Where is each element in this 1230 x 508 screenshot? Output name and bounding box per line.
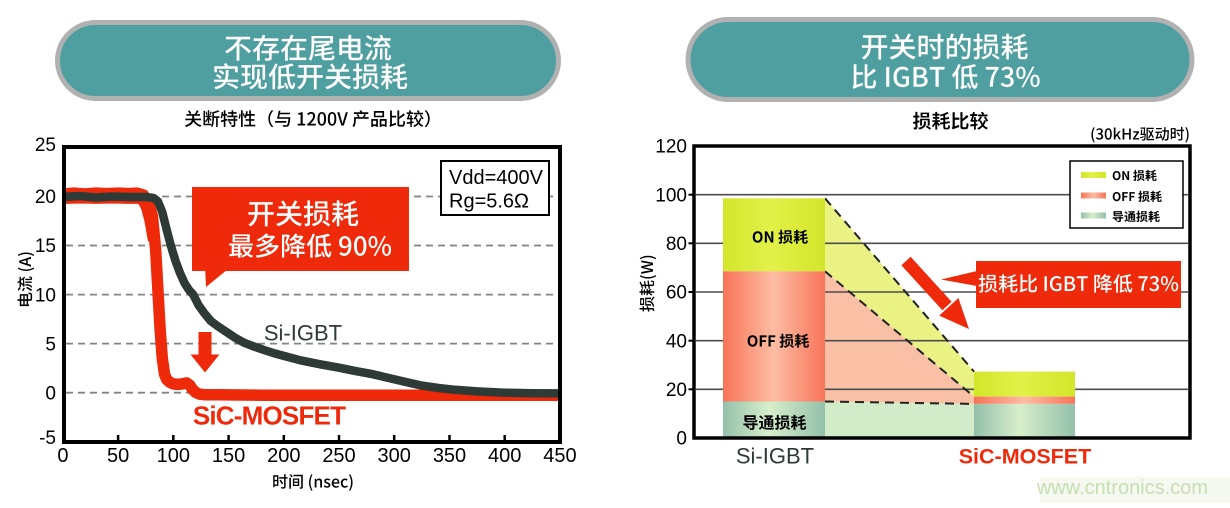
svg-text:0: 0: [45, 383, 56, 404]
svg-text:100: 100: [157, 445, 190, 467]
svg-text:Si-IGBT: Si-IGBT: [736, 444, 814, 469]
svg-text:100: 100: [655, 185, 687, 206]
svg-text:15: 15: [35, 236, 56, 257]
svg-text:0: 0: [57, 445, 68, 467]
svg-text:25: 25: [35, 135, 56, 156]
svg-text:-5: -5: [39, 428, 56, 449]
svg-text:350: 350: [433, 445, 466, 467]
svg-text:SiC-MOSFET: SiC-MOSFET: [959, 445, 1092, 469]
svg-text:0: 0: [676, 429, 687, 450]
svg-text:300: 300: [378, 445, 411, 467]
svg-text:40: 40: [666, 331, 687, 352]
svg-text:250: 250: [322, 445, 355, 467]
svg-text:120: 120: [655, 137, 687, 158]
svg-text:20: 20: [35, 187, 56, 208]
svg-text:Rg=5.6Ω: Rg=5.6Ω: [449, 191, 529, 213]
svg-text:5: 5: [45, 334, 56, 355]
svg-text:60: 60: [666, 283, 687, 304]
svg-text:50: 50: [107, 445, 129, 467]
svg-text:10: 10: [35, 285, 56, 306]
svg-text:SiC-MOSFET: SiC-MOSFET: [193, 401, 346, 431]
svg-text:Si-IGBT: Si-IGBT: [264, 321, 342, 346]
svg-text:400: 400: [488, 445, 521, 467]
svg-text:20: 20: [666, 380, 687, 401]
svg-text:200: 200: [267, 445, 300, 467]
svg-text:Vdd=400V: Vdd=400V: [449, 167, 544, 189]
svg-text:80: 80: [666, 234, 687, 255]
svg-text:150: 150: [212, 445, 245, 467]
svg-text:450: 450: [543, 445, 576, 467]
svg-text:www.cntronics.com: www.cntronics.com: [1036, 477, 1208, 499]
